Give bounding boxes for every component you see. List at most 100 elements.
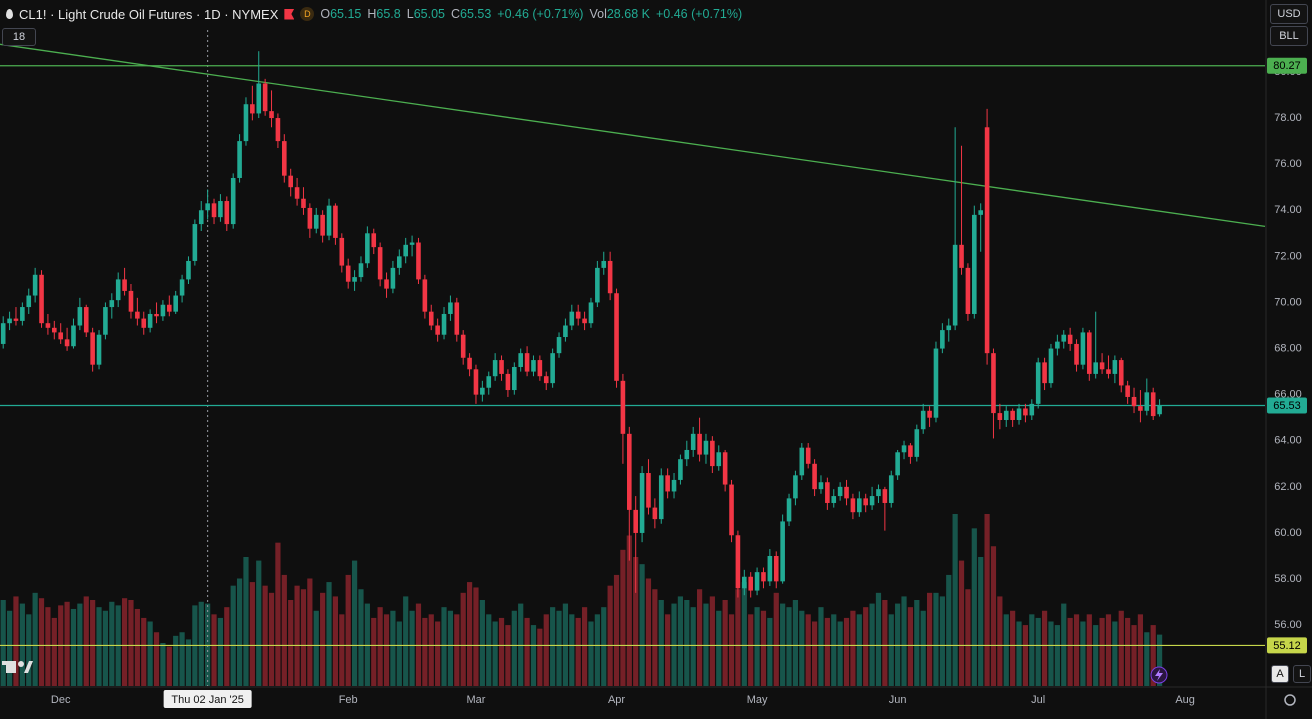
candle-body [959,244,964,268]
y-tick-label: 64.00 [1274,435,1302,447]
volume-bar [735,589,741,686]
volume-bar [428,614,434,686]
candle-body [1099,362,1105,370]
dividend-icon[interactable]: D [300,7,315,21]
candle-body [1042,362,1047,384]
volume-bar [946,574,952,686]
volume-bar [818,607,824,686]
low: L 65.05 [407,7,445,21]
volume-bar [907,607,914,686]
flag-icon[interactable] [284,8,295,20]
volume-bar [652,589,658,686]
volume-bar [51,617,57,686]
volume-bar [811,621,818,686]
candle-body [742,576,747,589]
candle-body [703,440,709,455]
candle-body [1144,392,1150,411]
candle-body [984,127,990,354]
candle-body [940,330,945,349]
candle-body [256,83,262,114]
x-tick-label: Mar [466,694,485,706]
candle-body [569,311,575,326]
candle-body [103,307,108,335]
candle-body [908,445,913,457]
candle-body [262,83,268,112]
candle-body [575,311,581,319]
currency-button[interactable]: USD [1270,4,1308,24]
volume-bar [90,600,96,686]
candle-body [294,187,300,199]
volume-bar [594,614,600,686]
candle-body [550,353,555,384]
candle-body [722,452,728,485]
volume-bar [102,610,109,686]
volume-bar [543,614,549,686]
candle-body [141,318,147,328]
candle-body [690,433,696,450]
volume-bar [671,603,677,686]
candle-body [658,475,664,520]
candle-body [58,332,63,340]
volume-bar [588,621,594,686]
candle-body [1093,362,1098,374]
volume-bar [422,617,428,686]
candle-body [716,452,722,467]
candle-body [154,313,159,317]
candle-body [601,260,607,268]
candle-body [524,353,530,372]
candle-body [416,242,421,280]
volume-bar [952,514,958,686]
high-value: 65.8 [376,7,401,21]
candle-layer [0,51,1162,598]
volume-bar [300,589,307,686]
candle-body [492,360,498,377]
volume-bar [377,607,383,686]
volume-bar [498,617,505,686]
volume-bar [479,600,485,686]
volume-bar [511,610,517,686]
settings-icon[interactable] [1284,694,1296,706]
crosshair-tag [163,690,252,708]
volume-bar [358,589,364,686]
candle-body [518,353,523,367]
volume-bar [696,589,703,686]
volume-bar [281,574,287,686]
volume-bar [447,610,454,686]
unit-button[interactable]: BLL [1270,26,1308,46]
volume-change: +0.46 (+0.71%) [655,7,743,21]
volume-bar [780,603,786,686]
volume-bar [997,596,1003,686]
open-value: 65.15 [330,7,362,21]
candle-body [1074,343,1079,365]
indicator-button[interactable]: 18 [2,28,36,46]
volume-bar [64,601,70,686]
volume-bar [38,598,45,686]
auto-button[interactable]: A [1271,665,1289,683]
candle-body [352,277,357,282]
volume-bar [492,621,498,686]
log-button[interactable]: L [1293,665,1311,683]
candle-body [390,267,396,289]
volume-bar [690,607,696,686]
volume-bar [645,578,652,686]
y-tick-label: 72.00 [1274,250,1302,262]
candle-body [32,274,38,296]
price-tag [1267,637,1307,654]
candle-body [186,260,191,280]
volume-bar [153,632,160,686]
candle-body [671,479,677,492]
candle-body [167,304,172,312]
volume-bar [109,601,115,686]
candle-body [933,348,939,418]
candle-body [1125,385,1130,397]
y-tick-label: 62.00 [1274,481,1302,493]
volume-bar [211,614,217,686]
volume-bar [569,614,575,686]
candle-body [211,203,217,218]
candle-body [920,410,926,430]
candle-body [927,410,932,418]
candle-body [1003,410,1009,421]
volume-bar [160,643,166,686]
volume-bar [262,585,268,686]
volume-bar [901,596,907,686]
